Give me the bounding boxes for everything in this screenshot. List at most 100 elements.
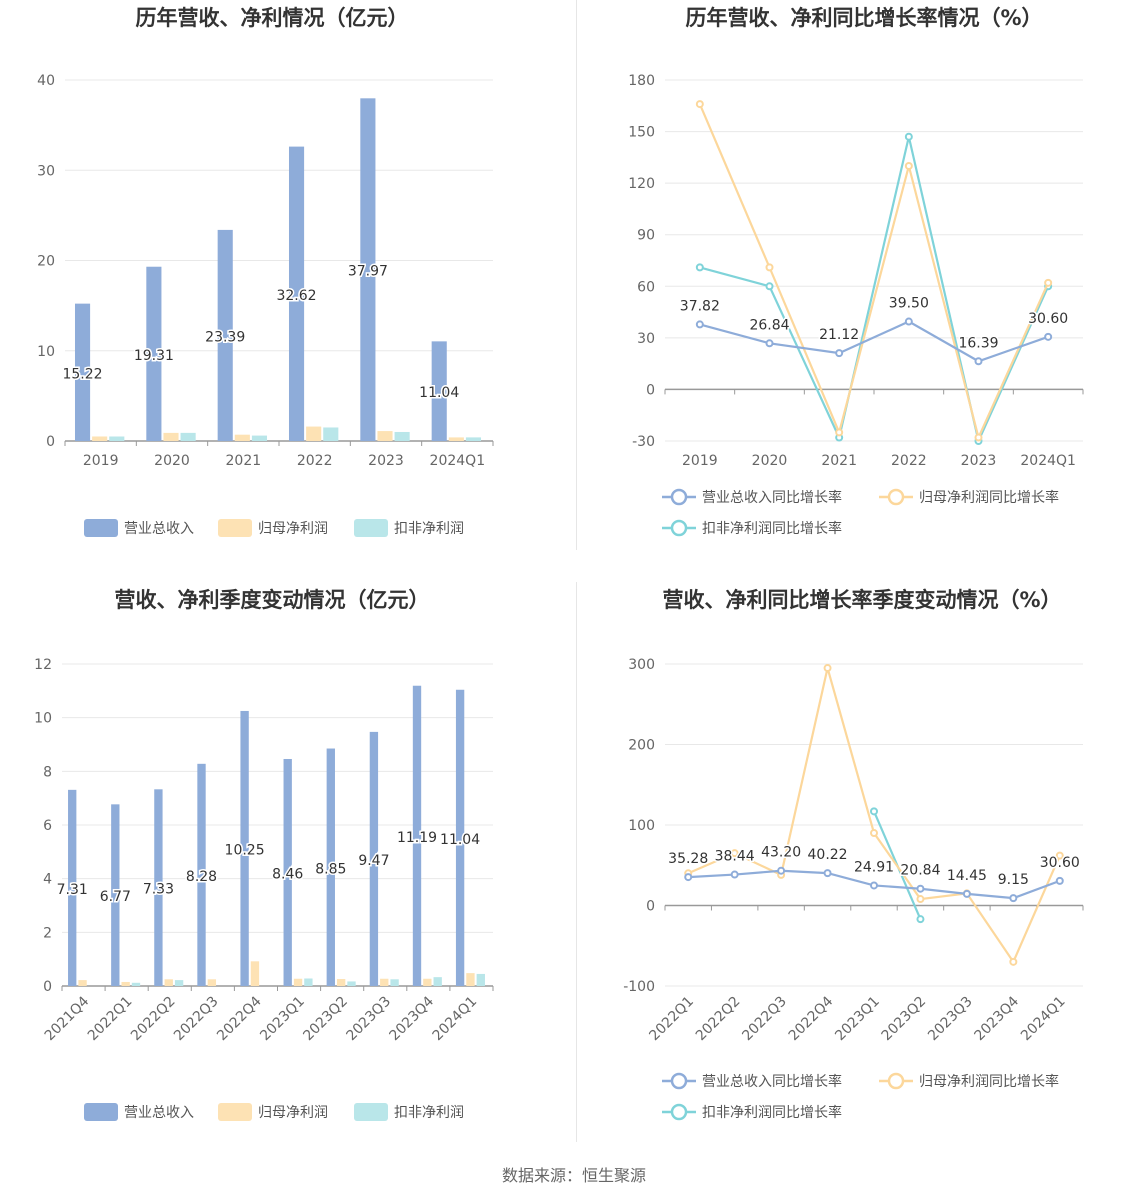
data-point xyxy=(974,357,983,366)
data-label: 32.62 xyxy=(276,288,316,304)
x-tick-label: 2023Q4 xyxy=(972,993,1023,1044)
y-tick-label: 12 xyxy=(34,657,52,673)
bottom-divider xyxy=(576,582,577,1142)
bar-revenue xyxy=(111,804,120,986)
data-point xyxy=(823,664,832,673)
legend-swatch xyxy=(84,519,118,537)
chart-title: 营收、净利季度变动情况（亿元） xyxy=(115,588,430,612)
y-tick-label: 0 xyxy=(646,382,655,398)
x-tick-label: 2022Q2 xyxy=(128,994,179,1045)
data-label: 39.50 xyxy=(889,296,929,312)
bar-revenue xyxy=(240,710,249,986)
bar-deducted-profit xyxy=(394,431,410,441)
bar-net-profit xyxy=(336,979,346,986)
quarterly-growth-chart: 营收、净利同比增长率季度变动情况（%） -100 0 100 200 300 2022Q1 2… xyxy=(576,582,1148,1142)
y-tick-label: 0 xyxy=(43,979,52,995)
legend-label: 归母净利润同比增长率 xyxy=(919,1073,1059,1090)
data-label: 20.84 xyxy=(900,863,940,879)
data-point xyxy=(765,263,774,272)
x-tick-label: 2023Q3 xyxy=(343,994,394,1045)
legend-swatch xyxy=(354,519,388,537)
bar-deducted-profit xyxy=(323,427,339,441)
data-label: 37.82 xyxy=(680,298,720,314)
data-label: 11.19 xyxy=(397,830,437,846)
x-tick-label: 2022Q4 xyxy=(786,993,837,1044)
bar-net-profit xyxy=(207,979,217,986)
bar-deducted-profit xyxy=(465,437,482,441)
bar-deducted-profit xyxy=(304,978,313,986)
data-point xyxy=(974,433,983,442)
data-label: 8.85 xyxy=(315,861,346,877)
legend-label: 归母净利润 xyxy=(258,1104,328,1121)
bar-revenue xyxy=(197,763,206,986)
y-tick-label: -100 xyxy=(623,979,655,995)
legend-label: 归母净利润 xyxy=(258,520,328,537)
legend-swatch-marker xyxy=(670,1072,688,1090)
data-label: 35.28 xyxy=(668,851,708,867)
data-label: 10.25 xyxy=(225,842,265,858)
data-point xyxy=(823,869,832,878)
x-tick-label: 2022Q3 xyxy=(739,994,790,1045)
legend-swatch-marker xyxy=(670,519,688,537)
data-point xyxy=(695,320,704,329)
data-point xyxy=(695,100,704,109)
y-tick-label: 6 xyxy=(43,818,52,834)
data-label: 26.84 xyxy=(749,317,789,333)
legend-swatch xyxy=(218,1103,252,1121)
series-line xyxy=(699,320,1049,363)
annual-growth-chart: 历年营收、净利同比增长率情况（%） -30 0 30 60 90 120 150 180 2019… xyxy=(576,0,1148,560)
legend-label: 扣非净利润 xyxy=(394,1105,464,1121)
quarterly-growth-svg: 营收、净利同比增长率季度变动情况（%）-10001002003002022Q12… xyxy=(623,588,1084,1121)
data-point xyxy=(730,870,739,879)
legend-label: 营业总收入 xyxy=(124,1105,194,1121)
x-tick-label: 2024Q1 xyxy=(1020,453,1076,469)
x-tick-label: 2023 xyxy=(368,453,404,469)
x-tick-label: 2024Q1 xyxy=(1018,994,1069,1045)
data-label: 15.22 xyxy=(62,366,102,382)
y-tick-label: 120 xyxy=(628,176,655,192)
x-tick-label: 2024Q1 xyxy=(430,994,481,1045)
bar-revenue xyxy=(217,229,233,441)
legend-swatch-marker xyxy=(887,488,905,506)
data-label: 11.04 xyxy=(419,385,459,401)
data-point xyxy=(765,339,774,348)
x-tick-label: 2023 xyxy=(961,453,997,469)
bar-net-profit xyxy=(423,978,432,986)
y-tick-label: 10 xyxy=(34,711,52,727)
bar-net-profit xyxy=(306,426,322,441)
bar-net-profit xyxy=(164,979,173,986)
legend-label: 营业总收入同比增长率 xyxy=(702,489,842,506)
data-point xyxy=(904,132,913,141)
y-tick-label: 20 xyxy=(37,254,55,270)
x-tick-label: 2023Q4 xyxy=(387,993,438,1044)
x-tick-label: 2022Q2 xyxy=(693,994,744,1045)
data-label: 19.31 xyxy=(134,348,174,364)
x-tick-label: 2024Q1 xyxy=(430,453,486,469)
data-label: 24.91 xyxy=(854,859,894,875)
chart-title: 营收、净利同比增长率季度变动情况（%） xyxy=(662,588,1061,612)
bar-deducted-profit xyxy=(131,982,141,986)
bar-net-profit xyxy=(78,980,87,986)
x-tick-label: 2023Q2 xyxy=(879,994,930,1045)
data-point xyxy=(962,889,971,898)
legend-swatch-marker xyxy=(670,488,688,506)
annual-amount-svg: 历年营收、净利情况（亿元） 0 10 20 30 40 2019 2020 2021 2022 20… xyxy=(37,6,494,537)
bar-revenue xyxy=(455,689,465,986)
legend-label: 扣非净利润同比增长率 xyxy=(702,1104,842,1121)
x-tick-label: 2022 xyxy=(297,453,333,469)
x-tick-label: 2021Q4 xyxy=(42,993,93,1044)
data-label: 14.45 xyxy=(947,868,987,884)
data-label: 16.39 xyxy=(958,335,998,351)
y-tick-label: 60 xyxy=(637,279,655,295)
bar-net-profit xyxy=(92,436,108,441)
bar-deducted-profit xyxy=(347,981,356,986)
data-point xyxy=(904,161,913,170)
bar-net-profit xyxy=(234,434,250,441)
bar-deducted-profit xyxy=(174,980,184,986)
bar-revenue xyxy=(154,789,163,986)
bar-deducted-profit xyxy=(390,979,399,986)
series-line xyxy=(698,103,1050,441)
y-tick-label: 30 xyxy=(637,331,655,347)
bar-net-profit xyxy=(121,981,130,986)
legend-swatch xyxy=(84,1103,118,1121)
